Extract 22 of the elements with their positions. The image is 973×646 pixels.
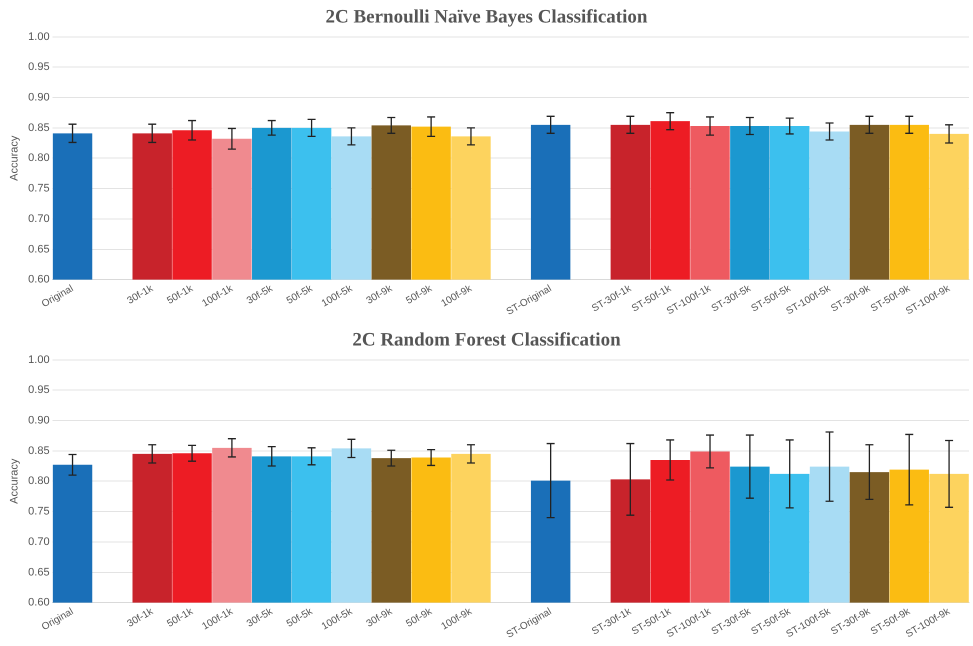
y-tick-label: 0.70 <box>28 536 50 548</box>
y-tick-label: 0.95 <box>28 61 50 74</box>
chart-title: 2C Bernoulli Naïve Bayes Classification <box>326 6 648 28</box>
y-tick-label: 1.00 <box>28 30 50 43</box>
y-tick-label: 1.00 <box>28 354 50 366</box>
y-tick-label: 0.95 <box>28 384 50 396</box>
y-tick-label: 0.60 <box>28 274 50 286</box>
y-tick-label: 0.75 <box>28 182 50 195</box>
chart-title: 2C Random Forest Classification <box>352 329 622 350</box>
y-axis-title: Accuracy <box>8 458 21 504</box>
y-tick-label: 0.85 <box>28 444 50 457</box>
y-tick-label: 0.75 <box>28 506 50 518</box>
y-axis-title: Accuracy <box>8 135 21 181</box>
y-tick-label: 0.90 <box>28 414 50 427</box>
y-tick-label: 0.90 <box>28 92 50 104</box>
y-tick-label: 0.65 <box>28 243 50 256</box>
y-tick-label: 0.85 <box>28 122 50 134</box>
y-tick-label: 0.65 <box>28 566 50 578</box>
y-tick-label: 0.70 <box>28 212 50 225</box>
y-tick-label: 0.80 <box>28 152 50 164</box>
y-tick-label: 0.60 <box>28 596 50 609</box>
y-tick-label: 0.80 <box>28 475 50 488</box>
